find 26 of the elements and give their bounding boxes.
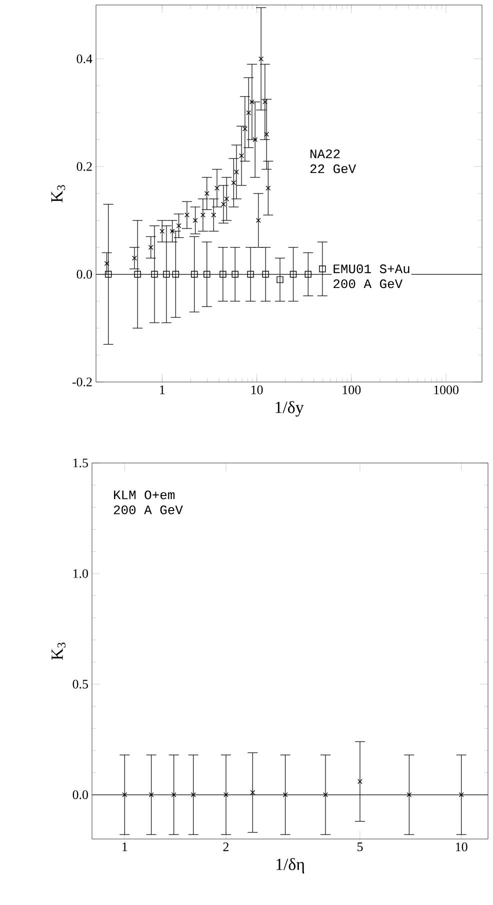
y-tick-label: 0.4 <box>76 54 92 64</box>
x-tick-label: 1 <box>122 842 128 852</box>
x-axis-title: 1/δy <box>276 401 304 417</box>
series-label: EMU01 S+Au <box>334 264 410 274</box>
x-tick-label: 2 <box>223 842 229 852</box>
x-tick-label: 10 <box>251 386 263 394</box>
text: NA22 <box>310 149 340 158</box>
annotation: 200 A GeV <box>114 505 183 514</box>
x-tick-label: 5 <box>357 842 363 852</box>
y-tick-label: 1.0 <box>73 569 88 578</box>
y-tick-label: 1.5 <box>73 458 88 468</box>
annotation: 22 GeV <box>310 164 356 174</box>
y-axis-title: K$_{3}$ <box>52 642 66 660</box>
y-tick-label: 0.0 <box>72 790 88 800</box>
y-tick-label: -0.2 <box>72 378 92 386</box>
text: KLM O+em <box>114 490 175 500</box>
x-axis-title: 1/δη <box>276 858 304 874</box>
annotation: 200 A GeV <box>334 279 403 288</box>
y-axis-title: K$_{3}$ <box>51 185 66 202</box>
x-tick-label: 10 <box>456 842 468 852</box>
y-tick-label: 0.0 <box>76 270 92 279</box>
x-tick-label: 1000 <box>434 386 458 394</box>
x-tick-label: 1 <box>160 386 165 394</box>
y-tick-label: 0.5 <box>72 680 88 689</box>
x-tick-label: 100 <box>342 386 361 394</box>
y-tick-label: 0.2 <box>76 162 92 171</box>
